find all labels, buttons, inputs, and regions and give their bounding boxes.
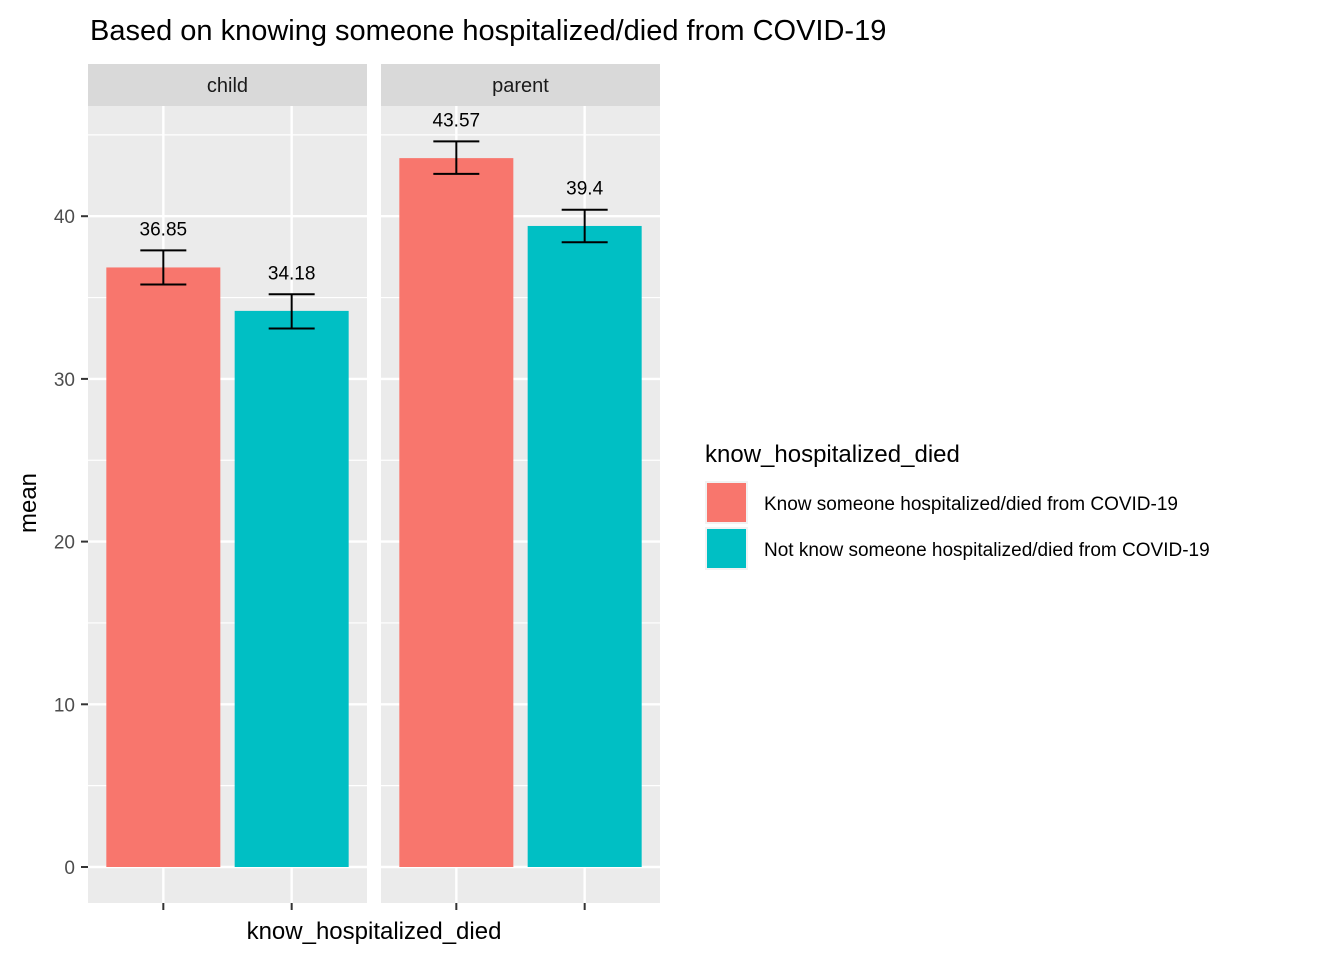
legend-swatch (707, 483, 746, 522)
y-tick-label: 40 (54, 207, 75, 228)
y-axis-title: mean (15, 473, 42, 533)
y-axis: 0 10 20 30 40 (54, 207, 88, 879)
legend-entry-1: Know someone hospitalized/died from COVI… (705, 481, 1178, 524)
y-tick-label: 30 (54, 370, 75, 391)
data-label: 43.57 (433, 110, 481, 131)
data-label: 34.18 (268, 263, 316, 284)
legend-swatch (707, 529, 746, 568)
facet-strip-label: child (207, 75, 248, 97)
data-label: 39.4 (566, 179, 603, 200)
legend: know_hospitalized_died Know someone hosp… (705, 441, 1210, 570)
legend-label: Not know someone hospitalized/died from … (764, 540, 1210, 561)
facet-strip (381, 64, 660, 106)
legend-title: know_hospitalized_died (705, 441, 960, 468)
facet-panel-parent: parent 43.57 39.4 (381, 64, 660, 910)
bar-child-1 (106, 267, 221, 867)
x-axis-title: know_hospitalized_died (247, 918, 502, 945)
y-tick-label: 10 (54, 695, 75, 716)
facet-strip (88, 64, 367, 106)
facet-panel-child: child 36.85 34.18 (88, 64, 367, 910)
y-tick-label: 0 (64, 858, 75, 879)
bar-child-2 (234, 310, 349, 868)
error-bar (561, 208, 608, 244)
legend-label: Know someone hospitalized/died from COVI… (764, 494, 1178, 515)
error-bar (268, 293, 315, 330)
legend-entry-2: Not know someone hospitalized/died from … (705, 527, 1210, 570)
y-tick-label: 20 (54, 533, 75, 554)
facet-strip-label: parent (492, 75, 549, 97)
bar-parent-1 (399, 158, 514, 868)
bar-parent-2 (527, 225, 642, 867)
data-label: 36.85 (140, 219, 188, 240)
legend-entries: Know someone hospitalized/died from COVI… (705, 481, 1210, 570)
error-bar (433, 140, 480, 175)
chart-title: Based on knowing someone hospitalized/di… (90, 15, 886, 47)
error-bar (140, 249, 187, 286)
facet-panels: child 36.85 34.18 parent 43.57 39.4 (88, 64, 660, 910)
